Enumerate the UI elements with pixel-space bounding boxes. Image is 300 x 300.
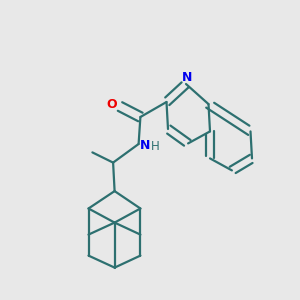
Text: H: H [151,140,160,153]
Text: O: O [106,98,117,112]
Text: N: N [182,71,193,84]
Text: N: N [140,139,150,152]
